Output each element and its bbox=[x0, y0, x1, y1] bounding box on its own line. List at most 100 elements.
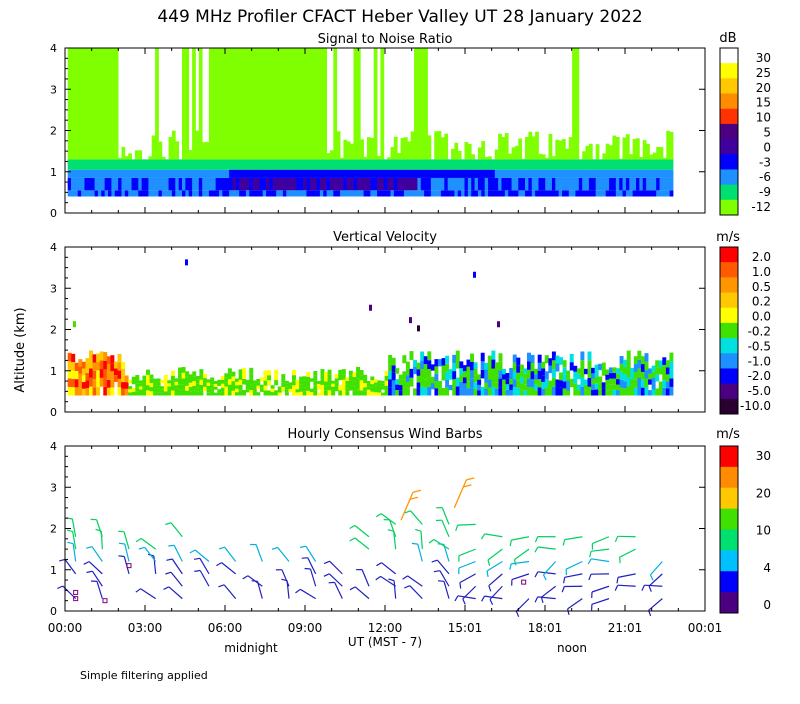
snr-cell bbox=[179, 170, 183, 178]
snr-cell bbox=[78, 159, 82, 169]
snr-cell bbox=[246, 48, 250, 159]
vv-cell bbox=[146, 385, 150, 390]
snr-cell bbox=[522, 159, 526, 160]
wind-barb-staff bbox=[437, 560, 449, 574]
snr-cell bbox=[428, 170, 432, 178]
vv-cell bbox=[509, 390, 513, 396]
wind-barb-feather bbox=[642, 585, 645, 590]
colorbar-tick-label: -3 bbox=[759, 155, 771, 169]
snr-cell bbox=[639, 178, 643, 190]
vv-cell bbox=[228, 379, 232, 384]
snr-cell bbox=[454, 143, 458, 160]
snr-cell bbox=[559, 159, 563, 169]
snr-cell bbox=[320, 178, 324, 190]
footnote: Simple filtering applied bbox=[80, 669, 208, 682]
snr-cell bbox=[226, 48, 230, 159]
snr-cell bbox=[633, 190, 637, 196]
vv-cell bbox=[627, 360, 631, 369]
snr-cell bbox=[148, 170, 152, 178]
snr-cell bbox=[360, 159, 364, 169]
vv-cell bbox=[474, 362, 478, 369]
snr-cell bbox=[115, 159, 119, 169]
snr-cell bbox=[565, 178, 569, 190]
snr-cell bbox=[195, 178, 199, 190]
vv-cell bbox=[612, 367, 616, 373]
vv-cell bbox=[249, 384, 253, 390]
vv-cell bbox=[552, 369, 556, 378]
snr-cell bbox=[619, 178, 623, 190]
snr-cell bbox=[74, 170, 78, 178]
snr-cell bbox=[370, 190, 374, 196]
wind-barb-feather bbox=[544, 575, 547, 580]
vv-cell bbox=[580, 360, 584, 369]
vv-cell bbox=[620, 388, 624, 396]
snr-cell bbox=[404, 159, 408, 169]
snr-cell bbox=[273, 48, 277, 159]
snr-cell bbox=[660, 170, 664, 178]
snr-cell bbox=[138, 150, 142, 159]
wind-barb-feather bbox=[118, 556, 124, 557]
snr-cell bbox=[310, 170, 314, 178]
vv-cell bbox=[417, 382, 421, 389]
vv-cell bbox=[456, 360, 460, 369]
vv-cell bbox=[442, 358, 446, 365]
snr-cell bbox=[501, 178, 505, 190]
snr-cell bbox=[253, 48, 257, 159]
vv-isolated-cell bbox=[369, 305, 372, 311]
snr-cell bbox=[283, 159, 287, 169]
vv-cell bbox=[320, 374, 324, 379]
vv-cell bbox=[573, 372, 577, 378]
snr-cell bbox=[68, 159, 72, 169]
vv-cell bbox=[345, 388, 349, 392]
snr-cell bbox=[670, 132, 674, 160]
vv-cell bbox=[157, 392, 161, 395]
snr-cell bbox=[327, 178, 331, 190]
wind-barb-feather bbox=[324, 561, 330, 563]
vv-cell bbox=[516, 373, 520, 381]
vv-cell bbox=[534, 369, 538, 374]
snr-cell bbox=[505, 178, 509, 190]
vv-cell bbox=[196, 388, 200, 392]
vv-cell bbox=[249, 373, 253, 379]
snr-cell bbox=[374, 170, 378, 178]
vv-cell bbox=[470, 354, 474, 362]
snr-cell bbox=[522, 170, 526, 178]
vv-cell bbox=[338, 375, 342, 380]
snr-cell bbox=[424, 190, 428, 196]
wind-barb-feather bbox=[350, 587, 355, 590]
vv-cell bbox=[324, 391, 328, 396]
snr-cell bbox=[327, 170, 331, 178]
vv-cell bbox=[296, 380, 300, 383]
vv-cell bbox=[182, 390, 186, 396]
snr-cell bbox=[185, 48, 189, 159]
snr-cell bbox=[384, 159, 388, 169]
vv-cell bbox=[559, 357, 563, 365]
vv-cell bbox=[438, 381, 442, 388]
snr-cell bbox=[320, 48, 324, 159]
vv-cell bbox=[299, 388, 303, 392]
vv-cell bbox=[264, 386, 268, 391]
snr-cell bbox=[337, 159, 341, 169]
snr-cell bbox=[575, 48, 579, 159]
colorbar-tick-label: 30 bbox=[756, 449, 771, 463]
snr-cell bbox=[407, 190, 411, 196]
snr-cell bbox=[414, 190, 418, 196]
snr-cell bbox=[629, 159, 633, 169]
snr-cell bbox=[602, 190, 606, 196]
wind-barb-feather bbox=[118, 531, 124, 532]
snr-cell bbox=[586, 190, 590, 196]
snr-cell bbox=[95, 190, 99, 196]
vv-cell bbox=[228, 385, 232, 390]
snr-cell bbox=[229, 190, 233, 196]
snr-cell bbox=[253, 170, 257, 178]
vv-cell bbox=[367, 393, 371, 396]
vv-cell bbox=[178, 368, 182, 374]
vv-cell bbox=[174, 385, 178, 388]
snr-cell bbox=[505, 190, 509, 196]
vv-cell bbox=[189, 379, 193, 383]
snr-cell bbox=[609, 159, 613, 169]
vv-cell bbox=[399, 390, 403, 395]
vv-cell bbox=[331, 387, 335, 390]
snr-cell bbox=[643, 159, 647, 169]
vv-cell bbox=[669, 353, 673, 362]
